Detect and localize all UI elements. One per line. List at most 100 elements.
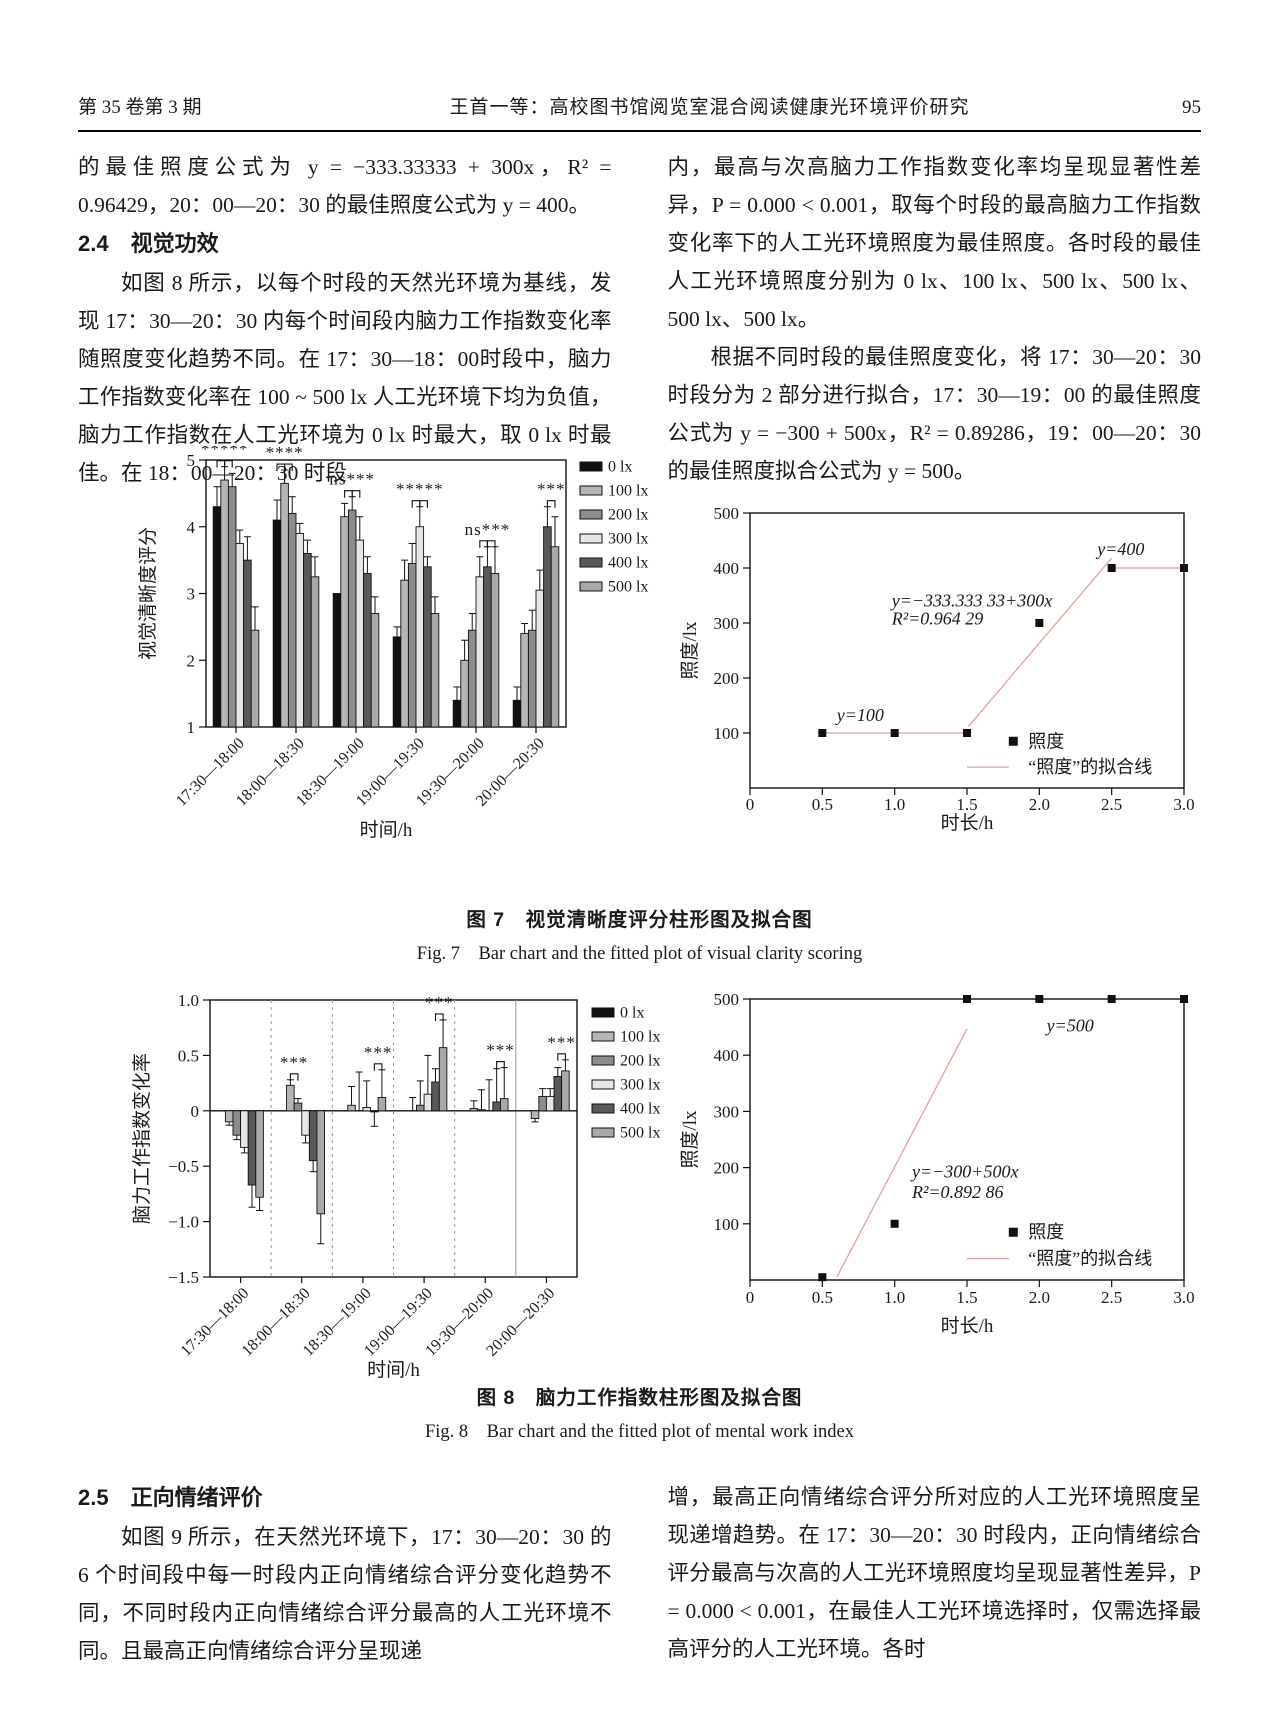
- figure8-bar-chart: 1.0 0.5 0 −0.5 −1.0 −1.5 17:30—18:00 18:00—18:3…: [122, 986, 697, 1389]
- header-rule: [78, 130, 1201, 132]
- svg-text:0.5: 0.5: [812, 795, 833, 814]
- svg-text:0 lx: 0 lx: [620, 1005, 644, 1022]
- svg-text:4: 4: [187, 518, 196, 537]
- top-left-column: 的最佳照度公式为 y = −333.33333 + 300x，R² = 0.96…: [78, 148, 612, 492]
- paragraph: 如图 9 所示，在天然光环境下，17：30—20：30 的 6 个时间段中每一时…: [78, 1525, 612, 1663]
- mental-work-index-bar-chart: 1.00.50−0.5−1.0−1.517:30—18:0018:00—18:3…: [131, 991, 660, 1381]
- svg-text:−0.5: −0.5: [168, 1157, 199, 1176]
- svg-text:1.5: 1.5: [956, 795, 977, 814]
- svg-text:ns***: ns***: [329, 470, 375, 489]
- visual-clarity-bar-chart: 1234517:30—18:0018:00—18:3018:30—19:0019…: [137, 440, 648, 841]
- figure8-caption: 图 8 脑力工作指数柱形图及拟合图 Fig. 8 Bar chart and t…: [0, 1381, 1279, 1443]
- svg-text:时间/h: 时间/h: [367, 1359, 420, 1381]
- top-right-column: 内，最高与次高脑力工作指数变化率均呈现显著性差异，P = 0.000 < 0.0…: [668, 148, 1202, 492]
- running-title: 王首一等：高校图书馆阅览室混合阅读健康光环境评价研究: [449, 97, 970, 118]
- svg-text:1.0: 1.0: [884, 795, 905, 814]
- svg-text:−1.5: −1.5: [168, 1268, 199, 1287]
- svg-text:照度: 照度: [1028, 731, 1064, 751]
- svg-text:y=500: y=500: [1045, 1016, 1094, 1036]
- page-number: 95: [1182, 97, 1201, 118]
- svg-text:照度/lx: 照度/lx: [679, 1110, 701, 1169]
- svg-text:***: ***: [547, 1033, 576, 1052]
- svg-text:ns***: ns***: [465, 520, 511, 539]
- svg-text:200: 200: [714, 1159, 740, 1178]
- section-heading-2-5: 2.5 正向情绪评价: [78, 1485, 263, 1510]
- svg-text:照度: 照度: [1028, 1222, 1064, 1242]
- svg-text:1.0: 1.0: [884, 1288, 905, 1307]
- illuminance-fit-plot-fig7: 100 200 300 400 500 0 0.5 1.0 1.5 2.0 2.5 3.0 y=100 y…: [679, 504, 1195, 834]
- svg-text:“照度”的拟合线: “照度”的拟合线: [1028, 757, 1152, 777]
- section-heading-2-4: 2.4 视觉功效: [78, 231, 219, 256]
- svg-text:2.5: 2.5: [1101, 795, 1122, 814]
- figure8-caption-zh: 图 8 脑力工作指数柱形图及拟合图: [476, 1387, 803, 1409]
- svg-text:时间/h: 时间/h: [360, 819, 413, 841]
- svg-text:R²=0.892 86: R²=0.892 86: [911, 1182, 1004, 1202]
- svg-text:视觉清晰度评分: 视觉清晰度评分: [137, 527, 159, 660]
- bottom-text-columns: 2.5 正向情绪评价 如图 9 所示，在天然光环境下，17：30—20：30 的…: [78, 1478, 1201, 1670]
- paragraph: 的最佳照度公式为 y = −333.33333 + 300x，R² = 0.96…: [78, 155, 612, 217]
- svg-text:100 lx: 100 lx: [620, 1029, 660, 1046]
- svg-text:0 lx: 0 lx: [608, 459, 632, 476]
- svg-text:****: ****: [266, 446, 304, 462]
- svg-text:*****: *****: [396, 480, 444, 499]
- svg-text:400 lx: 400 lx: [620, 1101, 660, 1118]
- svg-text:3: 3: [187, 585, 196, 604]
- page-header: 第 35 卷第 3 期 王首一等：高校图书馆阅览室混合阅读健康光环境评价研究 9…: [78, 92, 1201, 119]
- svg-text:1.0: 1.0: [178, 991, 199, 1010]
- svg-text:400: 400: [714, 1046, 740, 1065]
- figure7-caption-en: Fig. 7 Bar chart and the fitted plot of …: [416, 944, 863, 964]
- svg-text:100: 100: [714, 1215, 740, 1234]
- svg-text:100 lx: 100 lx: [608, 483, 648, 500]
- figure7-fit-plot: 100 200 300 400 500 0 0.5 1.0 1.5 2.0 2.5 3.0 y=100 y…: [652, 495, 1212, 840]
- svg-text:“照度”的拟合线: “照度”的拟合线: [1028, 1249, 1152, 1269]
- svg-text:0: 0: [191, 1102, 200, 1121]
- figure7-caption: 图 7 视觉清晰度评分柱形图及拟合图 Fig. 7 Bar chart and …: [0, 903, 1279, 965]
- svg-text:−1.0: −1.0: [168, 1213, 199, 1232]
- svg-text:400 lx: 400 lx: [608, 555, 648, 572]
- svg-text:300 lx: 300 lx: [608, 531, 648, 548]
- svg-text:2: 2: [187, 651, 196, 670]
- svg-text:y=400: y=400: [1095, 539, 1144, 559]
- svg-text:***: ***: [425, 993, 454, 1012]
- svg-text:300: 300: [714, 614, 740, 633]
- svg-text:1: 1: [187, 718, 196, 737]
- svg-text:0: 0: [746, 795, 755, 814]
- svg-text:时长/h: 时长/h: [941, 1315, 994, 1337]
- figure8-caption-en: Fig. 8 Bar chart and the fitted plot of …: [425, 1422, 854, 1442]
- svg-text:时长/h: 时长/h: [941, 812, 994, 834]
- svg-text:***: ***: [486, 1041, 515, 1060]
- svg-text:***: ***: [537, 480, 566, 499]
- paragraph: 根据不同时段的最佳照度变化，将 17：30—20：30时段分为 2 部分进行拟合…: [667, 345, 1202, 483]
- svg-text:200 lx: 200 lx: [620, 1053, 660, 1070]
- figure8-fit-plot: 100 200 300 400 500 0 0.5 1.0 1.5 2.0 2.5 3.0 y=500 y…: [652, 988, 1212, 1345]
- paragraph: 增，最高正向情绪综合评分所对应的人工光环境照度呈现递增趋势。在 17：30—20…: [667, 1485, 1202, 1661]
- svg-text:1.5: 1.5: [956, 1288, 977, 1307]
- svg-text:500: 500: [714, 990, 740, 1009]
- svg-text:500 lx: 500 lx: [608, 579, 648, 596]
- svg-text:***: ***: [280, 1053, 309, 1072]
- svg-text:500 lx: 500 lx: [620, 1125, 660, 1142]
- svg-text:2.5: 2.5: [1101, 1288, 1122, 1307]
- svg-text:0.5: 0.5: [812, 1288, 833, 1307]
- bottom-left-column: 2.5 正向情绪评价 如图 9 所示，在天然光环境下，17：30—20：30 的…: [78, 1478, 612, 1670]
- svg-text:200 lx: 200 lx: [608, 507, 648, 524]
- svg-text:*****: *****: [201, 446, 249, 459]
- svg-text:5: 5: [187, 451, 196, 470]
- svg-text:2.0: 2.0: [1029, 795, 1050, 814]
- svg-text:y=−333.333 33+300x: y=−333.333 33+300x: [890, 591, 1052, 611]
- svg-text:R²=0.964 29: R²=0.964 29: [891, 609, 984, 629]
- svg-text:2.0: 2.0: [1029, 1288, 1050, 1307]
- paragraph: 内，最高与次高脑力工作指数变化率均呈现显著性差异，P = 0.000 < 0.0…: [667, 155, 1202, 331]
- journal-issue: 第 35 卷第 3 期: [78, 97, 202, 118]
- paragraph: 如图 8 所示，以每个时段的天然光环境为基线，发现 17：30—20：30 内每…: [78, 271, 612, 485]
- svg-text:照度/lx: 照度/lx: [679, 621, 701, 680]
- svg-text:3.0: 3.0: [1173, 1288, 1194, 1307]
- svg-text:400: 400: [714, 559, 740, 578]
- bottom-right-column: 增，最高正向情绪综合评分所对应的人工光环境照度呈现递增趋势。在 17：30—20…: [668, 1478, 1202, 1670]
- top-text-columns: 的最佳照度公式为 y = −333.33333 + 300x，R² = 0.96…: [78, 148, 1201, 492]
- svg-text:0: 0: [746, 1288, 755, 1307]
- svg-text:500: 500: [714, 504, 740, 523]
- svg-text:200: 200: [714, 669, 740, 688]
- svg-text:脑力工作指数变化率: 脑力工作指数变化率: [131, 1053, 153, 1224]
